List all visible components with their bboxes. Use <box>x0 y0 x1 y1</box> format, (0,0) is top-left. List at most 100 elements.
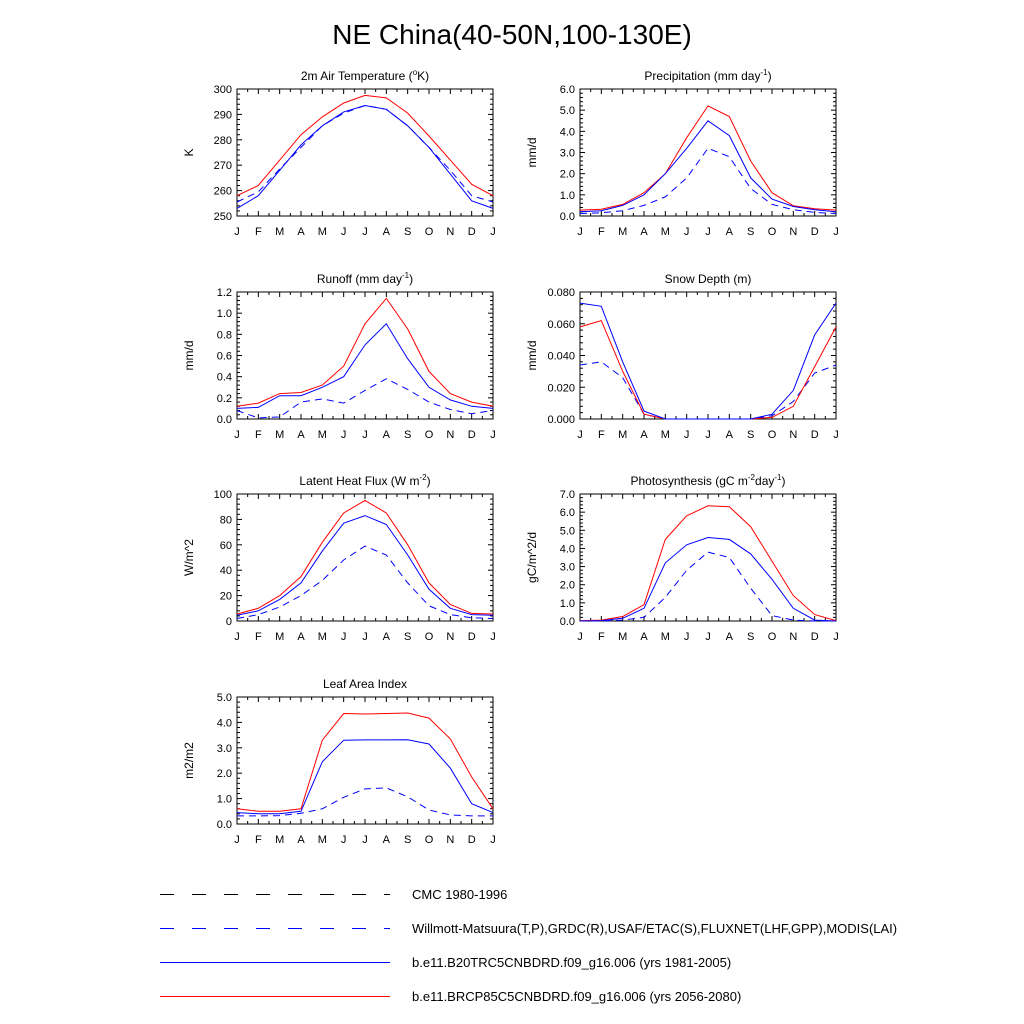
x-tick-label: J <box>362 226 368 238</box>
y-tick-label: 0.6 <box>217 351 232 363</box>
legend-label-observations: Willmott-Matsuura(T,P),GRDC(R),USAF/ETAC… <box>412 921 898 936</box>
y-tick-label: 5.0 <box>217 692 232 704</box>
y-tick-label: 260 <box>214 186 232 198</box>
y-tick-label: 1.2 <box>217 287 232 299</box>
x-tick-label: M <box>618 226 627 238</box>
y-tick-label: 1.0 <box>217 308 232 320</box>
x-tick-label: O <box>425 834 434 846</box>
series-line-willmott-matsuura-t-p-grdc-r-usaf-etac-s-fluxnet-lhf-gpp-modis-lai <box>580 551 836 622</box>
plot-frame <box>236 88 494 217</box>
y-tick-label: 300 <box>214 84 232 96</box>
series-line-b-e11-b20trc5cnbdrd-f09-g16-006 <box>236 104 494 209</box>
x-tick-label: S <box>404 631 411 643</box>
series-line-willmott-matsuura-t-p-grdc-r-usaf-etac-s-fluxnet-lhf-gpp-modis-lai <box>579 361 837 420</box>
x-tick-label: J <box>705 226 711 238</box>
x-tick-label: O <box>425 429 434 441</box>
x-tick-label: A <box>640 631 648 643</box>
x-tick-label: O <box>768 429 777 441</box>
legend-label-cmc: CMC 1980-1996 <box>412 887 508 902</box>
x-tick-label: F <box>598 631 605 643</box>
x-tick-label: J <box>341 226 347 238</box>
chart-leaf-area-index: J F M A M J J A S O N D J0.01.02.03.04.05.0m2/m2Leaf… <box>182 677 496 846</box>
x-tick-label: M <box>318 834 327 846</box>
chart-title: Precipitation (mm day-1) <box>644 68 771 83</box>
x-tick-label: M <box>661 631 670 643</box>
x-tick-label: M <box>318 429 327 441</box>
x-tick-label: D <box>468 429 476 441</box>
y-tick-label: 0.0 <box>560 211 575 223</box>
x-tick-label: J <box>684 429 690 441</box>
x-tick-label: O <box>768 226 777 238</box>
series-line-b-e11-brcp85c5cnbdrd-f09-g16-006 <box>236 94 494 197</box>
x-tick-label: A <box>383 631 391 643</box>
x-tick-label: N <box>789 631 797 643</box>
x-tick-label: J <box>490 226 496 238</box>
x-tick-label: M <box>618 631 627 643</box>
y-tick-label: 3.0 <box>560 562 575 574</box>
y-tick-label: 3.0 <box>560 148 575 160</box>
x-tick-label: A <box>297 226 305 238</box>
x-tick-label: M <box>275 631 284 643</box>
x-tick-label: O <box>425 631 434 643</box>
x-tick-label: D <box>811 631 819 643</box>
x-tick-label: J <box>341 429 347 441</box>
y-tick-label: 3.0 <box>217 743 232 755</box>
plot-frame <box>236 291 494 420</box>
x-tick-label: N <box>446 429 454 441</box>
y-tick-label: 2.0 <box>560 580 575 592</box>
x-tick-label: J <box>341 631 347 643</box>
y-tick-label: 250 <box>214 211 232 223</box>
legend-label-rcp85: b.e11.BRCP85C5CNBDRD.f09_g16.006 (yrs 20… <box>412 989 742 1004</box>
y-tick-label: 4.0 <box>560 543 575 555</box>
y-tick-label: 20 <box>220 591 232 603</box>
y-tick-label: 0 <box>226 616 232 628</box>
y-tick-label: 40 <box>220 565 232 577</box>
x-tick-label: S <box>404 226 411 238</box>
x-tick-label: J <box>234 226 240 238</box>
x-tick-label: J <box>577 631 583 643</box>
y-tick-label: 270 <box>214 160 232 172</box>
x-tick-label: O <box>425 226 434 238</box>
x-tick-label: J <box>362 631 368 643</box>
y-tick-label: 6.0 <box>560 84 575 96</box>
y-axis-label: K <box>182 148 196 156</box>
y-tick-label: 4.0 <box>560 126 575 138</box>
x-tick-label: M <box>318 226 327 238</box>
chart-title: Snow Depth (m) <box>665 272 752 286</box>
y-tick-label: 7.0 <box>560 489 575 501</box>
x-tick-label: A <box>383 226 391 238</box>
x-tick-label: J <box>490 429 496 441</box>
y-tick-label: 1.0 <box>560 190 575 202</box>
y-tick-label: 5.0 <box>560 525 575 537</box>
y-tick-label: 4.0 <box>217 717 232 729</box>
y-tick-label: 280 <box>214 135 232 147</box>
series-line-b-e11-b20trc5cnbdrd-f09-g16-006 <box>236 515 494 616</box>
y-tick-label: 0.000 <box>547 414 575 426</box>
y-tick-label: 80 <box>220 514 232 526</box>
series-line-willmott-matsuura-t-p-grdc-r-usaf-etac-s-fluxnet-lhf-gpp-modis-lai <box>237 787 493 817</box>
chart-title: Leaf Area Index <box>323 677 407 691</box>
legend-line-observations <box>160 928 390 929</box>
x-tick-label: F <box>255 429 262 441</box>
y-tick-label: 0.0 <box>560 616 575 628</box>
y-tick-label: 0.060 <box>547 319 575 331</box>
y-axis-label: mm/d <box>182 341 196 371</box>
x-tick-label: M <box>275 429 284 441</box>
x-tick-label: F <box>255 834 262 846</box>
y-tick-label: 0.080 <box>547 287 575 299</box>
series-line-b-e11-brcp85c5cnbdrd-f09-g16-006 <box>236 499 494 615</box>
legend-line-rcp85 <box>160 996 390 997</box>
y-axis-label: mm/d <box>525 138 539 168</box>
y-tick-label: 0.0 <box>217 414 232 426</box>
chart-precipitation: J F M A M J J A S O N D J0.01.02.03.04.05.06.0mm/dPr… <box>525 68 839 238</box>
x-tick-label: M <box>661 429 670 441</box>
x-tick-label: A <box>640 226 648 238</box>
legend-line-b20tr <box>160 962 390 963</box>
x-tick-label: J <box>234 429 240 441</box>
legend-line-cmc <box>160 894 390 895</box>
y-tick-label: 6.0 <box>560 507 575 519</box>
x-tick-label: J <box>577 226 583 238</box>
